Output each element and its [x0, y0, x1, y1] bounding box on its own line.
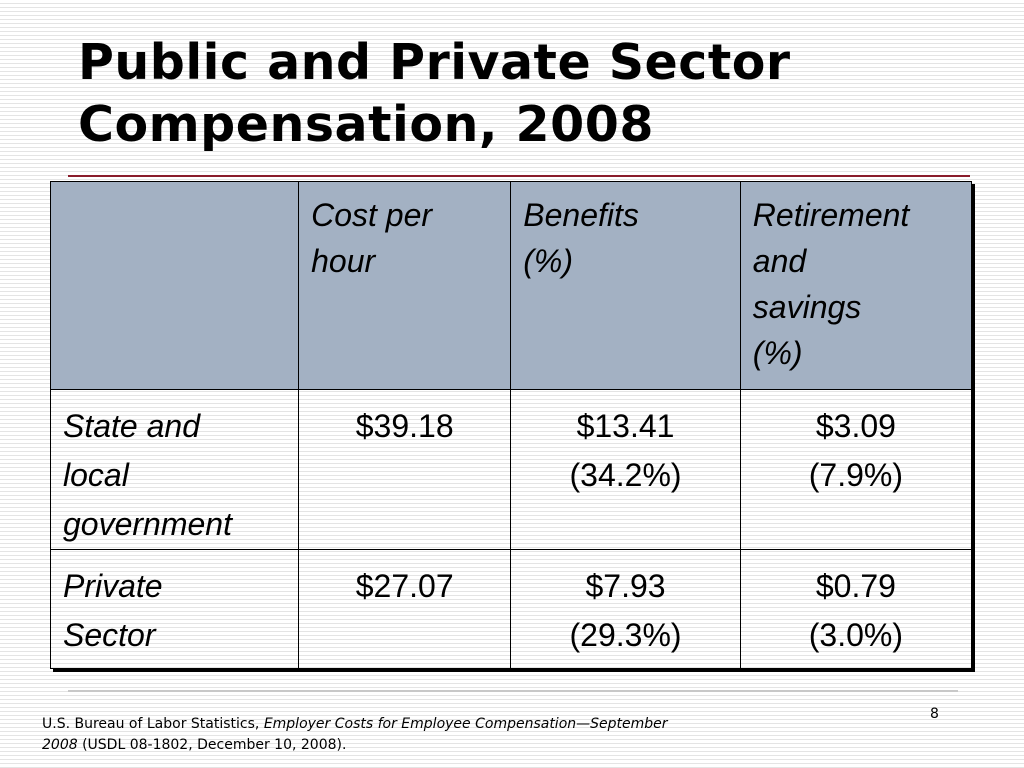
header-benefits: Benefits (%) — [510, 181, 741, 390]
row-label-cell: Private Sector — [49, 549, 300, 669]
citation-title: Employer Costs for Employee Compensation… — [263, 716, 668, 732]
header-benefits-unit: (%) — [523, 243, 574, 279]
retirement-cell: $0.79 (3.0%) — [739, 549, 973, 669]
table-row-private-sector: Private Sector $27.07 $7.93 (29.3%) $0.7… — [49, 549, 973, 669]
benefits-cell: $7.93 (29.3%) — [510, 549, 741, 669]
header-cost-line-2: hour — [311, 243, 376, 279]
row-label-cell: State and local government — [49, 389, 300, 550]
retirement-value: $0.79 — [815, 568, 896, 604]
row-label-line: Private — [63, 568, 163, 604]
benefits-percent: (34.2%) — [569, 457, 682, 493]
row-label-line: local — [63, 457, 129, 493]
citation-title-year: 2008 — [42, 737, 78, 753]
table-row-state-local: State and local government $39.18 $13.41… — [49, 389, 973, 550]
footer-divider — [68, 690, 958, 692]
cost-per-hour-cell: $27.07 — [298, 549, 512, 669]
table-header-row: Cost per hour Benefits (%) Retirement an… — [49, 181, 973, 390]
row-label-line: Sector — [63, 617, 156, 653]
page-number: 8 — [930, 706, 939, 722]
benefits-cell: $13.41 (34.2%) — [510, 389, 741, 550]
header-retirement-unit: (%) — [752, 335, 803, 371]
cost-per-hour-cell: $39.18 — [298, 389, 512, 550]
citation-suffix: (USDL 08-1802, December 10, 2008). — [77, 737, 347, 753]
slide-title: Public and Private Sector Compensation, … — [78, 32, 978, 156]
header-retirement: Retirement and savings (%) — [739, 181, 973, 390]
compensation-table-container: Cost per hour Benefits (%) Retirement an… — [49, 181, 974, 669]
benefits-value: $7.93 — [585, 568, 666, 604]
retirement-percent: (3.0%) — [808, 617, 904, 653]
row-label-line: State and — [63, 408, 200, 444]
compensation-table: Cost per hour Benefits (%) Retirement an… — [49, 181, 973, 669]
cost-per-hour-value: $39.18 — [355, 408, 454, 444]
header-retirement-line-1: Retirement — [752, 197, 910, 233]
title-divider — [68, 175, 970, 177]
retirement-value: $3.09 — [815, 408, 896, 444]
header-cost-line-1: Cost per — [311, 197, 433, 233]
header-cost-per-hour: Cost per hour — [298, 181, 512, 390]
row-label-line: government — [63, 506, 232, 542]
cost-per-hour-value: $27.07 — [355, 568, 454, 604]
retirement-percent: (7.9%) — [808, 457, 904, 493]
slide-title-line-1: Public and Private Sector — [78, 34, 791, 91]
citation-prefix: U.S. Bureau of Labor Statistics, — [42, 716, 264, 732]
header-retirement-line-3: savings — [752, 289, 862, 325]
header-empty-cell — [49, 181, 300, 390]
benefits-percent: (29.3%) — [569, 617, 682, 653]
source-citation: U.S. Bureau of Labor Statistics, Employe… — [42, 714, 842, 756]
slide-title-line-2: Compensation, 2008 — [78, 96, 654, 153]
retirement-cell: $3.09 (7.9%) — [739, 389, 973, 550]
header-retirement-line-2: and — [752, 243, 807, 279]
header-benefits-label: Benefits — [523, 197, 639, 233]
benefits-value: $13.41 — [576, 408, 675, 444]
